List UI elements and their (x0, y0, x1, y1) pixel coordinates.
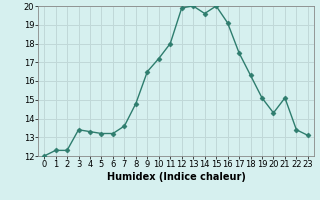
X-axis label: Humidex (Indice chaleur): Humidex (Indice chaleur) (107, 172, 245, 182)
